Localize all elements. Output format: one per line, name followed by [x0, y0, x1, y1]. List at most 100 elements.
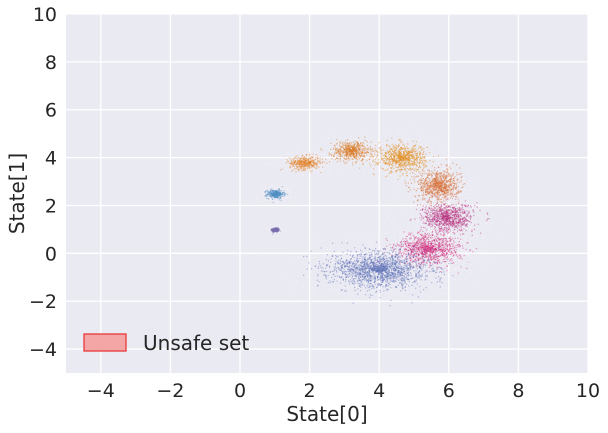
data-point: [365, 147, 367, 149]
data-point: [422, 196, 424, 199]
data-point: [313, 161, 315, 163]
data-point: [356, 145, 359, 147]
data-point: [411, 151, 413, 153]
data-point: [345, 148, 347, 150]
data-point: [403, 151, 405, 153]
data-point: [269, 194, 271, 196]
data-point: [409, 151, 411, 154]
data-point: [406, 153, 408, 156]
data-point: [276, 228, 278, 231]
data-point: [299, 162, 302, 164]
data-point: [390, 167, 393, 169]
data-point: [419, 162, 421, 164]
data-point: [386, 168, 388, 170]
data-point: [446, 199, 448, 201]
data-point: [275, 228, 277, 230]
data-point: [410, 119, 412, 121]
data-point: [306, 162, 309, 165]
data-point: [316, 172, 318, 174]
data-point: [346, 146, 348, 148]
data-point: [310, 165, 312, 167]
data-point: [338, 157, 340, 159]
data-point: [442, 190, 444, 193]
data-point: [411, 176, 413, 178]
data-point: [437, 187, 439, 189]
data-point: [417, 163, 419, 165]
data-point: [354, 140, 356, 142]
data-point: [277, 191, 279, 193]
data-point: [360, 148, 363, 150]
data-point: [351, 153, 353, 155]
data-point: [339, 150, 341, 152]
data-point: [272, 229, 275, 232]
data-point: [367, 151, 370, 154]
data-point: [392, 192, 394, 194]
data-point: [304, 164, 306, 167]
data-point: [441, 183, 444, 185]
data-point: [274, 230, 277, 232]
data-point: [268, 193, 270, 195]
data-point: [416, 187, 418, 189]
data-point: [440, 205, 442, 207]
data-point: [388, 161, 390, 163]
data-point: [345, 153, 347, 155]
data-point: [409, 152, 411, 154]
data-point: [384, 153, 386, 155]
data-point: [423, 186, 425, 189]
data-point: [311, 169, 313, 172]
data-point: [404, 145, 406, 147]
data-point: [389, 148, 391, 150]
data-point: [407, 157, 409, 159]
data-point: [398, 145, 400, 147]
data-point: [444, 190, 447, 192]
data-point: [386, 141, 388, 143]
data-point: [389, 161, 391, 163]
data-point: [299, 160, 302, 162]
data-point: [412, 164, 414, 166]
point-cloud-1: [256, 184, 300, 206]
data-point: [398, 151, 400, 153]
data-point: [268, 229, 270, 231]
data-point: [422, 152, 424, 154]
data-point: [363, 160, 365, 162]
data-point: [447, 180, 450, 182]
data-point: [419, 154, 421, 156]
data-point: [438, 189, 440, 191]
data-point: [404, 164, 406, 167]
data-point: [381, 155, 383, 157]
point-cloud-4: [334, 119, 458, 203]
data-point: [338, 151, 340, 153]
data-point: [409, 139, 411, 141]
data-point: [298, 166, 300, 168]
data-point: [363, 155, 365, 157]
data-point: [276, 202, 278, 204]
data-point: [353, 154, 355, 156]
data-point: [385, 137, 387, 139]
data-point: [271, 231, 273, 233]
data-point: [419, 157, 421, 159]
data-point: [300, 159, 302, 161]
data-point: [287, 164, 289, 166]
data-point: [398, 139, 400, 141]
data-point: [274, 191, 276, 193]
data-point: [394, 156, 396, 158]
data-point: [431, 185, 433, 187]
data-point: [304, 165, 306, 167]
data-point: [354, 144, 356, 146]
data-point: [440, 199, 442, 201]
data-point: [269, 195, 271, 198]
data-point: [299, 160, 301, 162]
data-point: [409, 164, 411, 166]
data-point: [322, 157, 324, 159]
data-point: [405, 159, 407, 161]
data-point: [427, 188, 429, 190]
data-point: [448, 173, 450, 176]
data-point: [278, 229, 280, 231]
data-point: [281, 194, 283, 196]
data-point: [409, 154, 411, 156]
data-point: [305, 160, 307, 162]
data-point: [425, 165, 428, 167]
data-point: [341, 151, 344, 153]
data-point: [408, 161, 410, 163]
data-point: [300, 162, 302, 164]
